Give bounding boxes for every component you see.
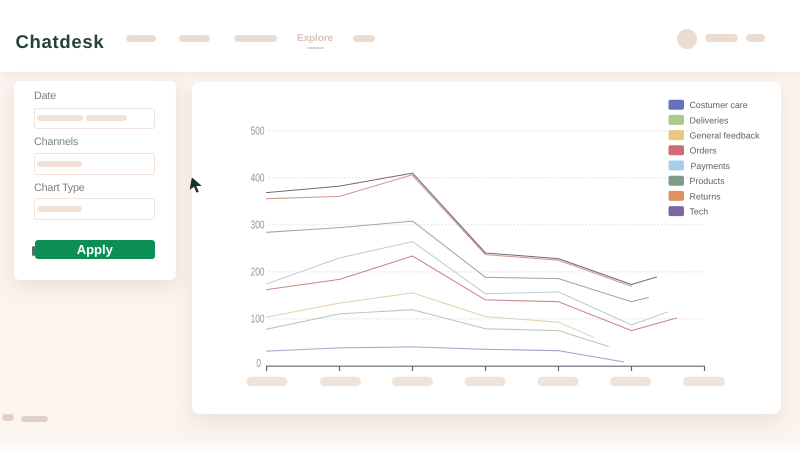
- svg-text:300: 300: [250, 220, 264, 232]
- svg-text:Payments: Payments: [690, 161, 730, 171]
- svg-text:100: 100: [250, 314, 264, 326]
- svg-text:0: 0: [256, 358, 261, 370]
- svg-text:General feedback: General feedback: [689, 131, 760, 141]
- svg-text:500: 500: [250, 126, 264, 138]
- svg-text:400: 400: [250, 173, 264, 185]
- svg-text:Returns: Returns: [689, 191, 721, 201]
- svg-text:Costumer care: Costumer care: [689, 100, 747, 110]
- svg-text:200: 200: [250, 267, 264, 279]
- svg-text:Products: Products: [689, 176, 725, 186]
- svg-text:Tech: Tech: [689, 207, 708, 217]
- svg-text:Deliveries: Deliveries: [689, 115, 729, 125]
- svg-text:Orders: Orders: [689, 146, 717, 156]
